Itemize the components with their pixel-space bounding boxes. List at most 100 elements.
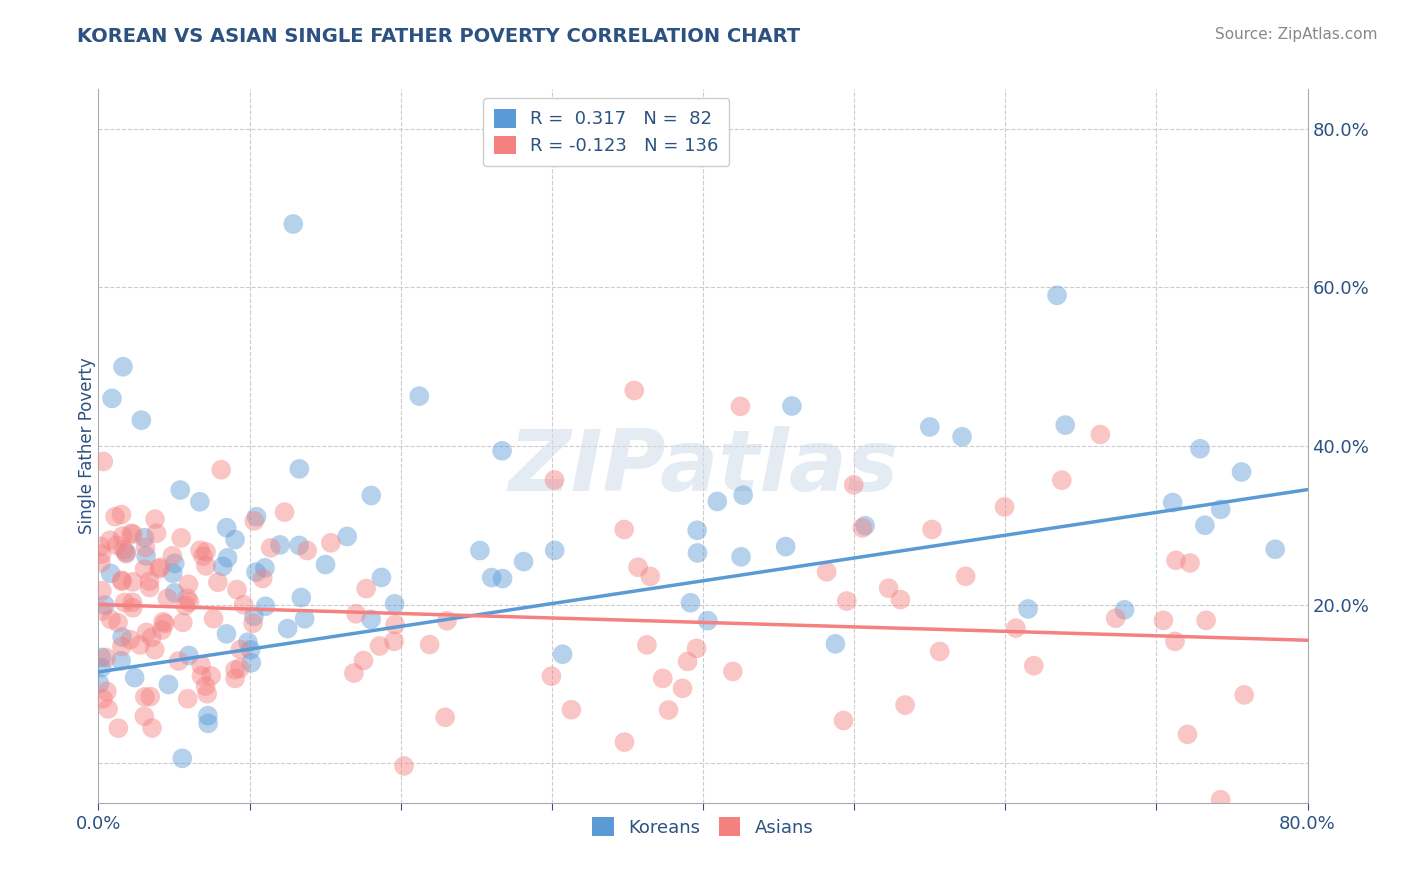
Point: [194, 679, 217, 693]
Point: [107, 721, 129, 735]
Point: [1177, 727, 1199, 741]
Y-axis label: Single Father Poverty: Single Father Poverty: [79, 358, 96, 534]
Point: [179, 595, 201, 609]
Point: [139, 690, 162, 704]
Point: [122, 527, 145, 541]
Point: [551, 647, 574, 661]
Point: [853, 518, 876, 533]
Point: [336, 529, 359, 543]
Point: [436, 614, 458, 628]
Point: [172, 751, 194, 765]
Point: [1022, 658, 1045, 673]
Point: [97, 702, 120, 716]
Point: [111, 359, 134, 374]
Point: [1054, 418, 1077, 433]
Point: [696, 614, 718, 628]
Point: [157, 677, 180, 691]
Point: [889, 592, 911, 607]
Point: [207, 575, 229, 590]
Point: [1178, 556, 1201, 570]
Point: [135, 625, 157, 640]
Point: [96, 684, 118, 698]
Point: [200, 669, 222, 683]
Point: [134, 531, 156, 545]
Point: [1152, 613, 1174, 627]
Point: [894, 698, 917, 712]
Point: [190, 669, 212, 683]
Point: [392, 759, 415, 773]
Point: [627, 560, 650, 574]
Point: [162, 549, 184, 563]
Point: [202, 612, 225, 626]
Point: [730, 400, 752, 414]
Point: [370, 570, 392, 584]
Point: [90, 547, 112, 561]
Point: [177, 691, 200, 706]
Point: [877, 581, 900, 595]
Point: [730, 549, 752, 564]
Point: [91, 604, 114, 618]
Point: [288, 538, 311, 552]
Point: [197, 716, 219, 731]
Text: ZIPatlas: ZIPatlas: [508, 425, 898, 509]
Text: Source: ZipAtlas.com: Source: ZipAtlas.com: [1215, 27, 1378, 42]
Point: [851, 521, 873, 535]
Point: [955, 569, 977, 583]
Point: [243, 514, 266, 528]
Point: [224, 672, 246, 686]
Point: [1114, 603, 1136, 617]
Point: [94, 598, 117, 612]
Point: [260, 541, 283, 555]
Point: [928, 644, 950, 658]
Point: [676, 655, 699, 669]
Point: [1194, 518, 1216, 533]
Point: [105, 538, 128, 552]
Point: [419, 638, 441, 652]
Point: [290, 591, 312, 605]
Point: [733, 488, 755, 502]
Point: [246, 509, 269, 524]
Point: [1195, 613, 1218, 627]
Point: [319, 536, 342, 550]
Point: [636, 638, 658, 652]
Point: [835, 594, 858, 608]
Point: [112, 542, 135, 557]
Point: [90, 650, 112, 665]
Point: [110, 508, 132, 522]
Point: [842, 478, 865, 492]
Point: [824, 637, 846, 651]
Point: [273, 505, 295, 519]
Point: [993, 500, 1015, 514]
Point: [177, 577, 200, 591]
Point: [100, 566, 122, 581]
Point: [288, 462, 311, 476]
Point: [176, 591, 198, 606]
Point: [277, 622, 299, 636]
Point: [91, 454, 114, 468]
Point: [101, 392, 124, 406]
Point: [197, 708, 219, 723]
Point: [167, 654, 190, 668]
Point: [104, 509, 127, 524]
Point: [111, 574, 134, 588]
Point: [1233, 688, 1256, 702]
Point: [360, 612, 382, 626]
Point: [145, 526, 167, 541]
Point: [115, 545, 138, 559]
Point: [1090, 427, 1112, 442]
Point: [111, 574, 134, 589]
Point: [190, 658, 212, 673]
Point: [98, 533, 121, 548]
Point: [491, 443, 513, 458]
Point: [174, 599, 197, 613]
Point: [240, 656, 263, 670]
Point: [121, 595, 143, 609]
Point: [685, 641, 707, 656]
Point: [651, 672, 673, 686]
Point: [544, 543, 567, 558]
Point: [90, 583, 112, 598]
Point: [671, 681, 693, 696]
Point: [111, 529, 134, 543]
Text: KOREAN VS ASIAN SINGLE FATHER POVERTY CORRELATION CHART: KOREAN VS ASIAN SINGLE FATHER POVERTY CO…: [77, 27, 800, 45]
Point: [138, 581, 160, 595]
